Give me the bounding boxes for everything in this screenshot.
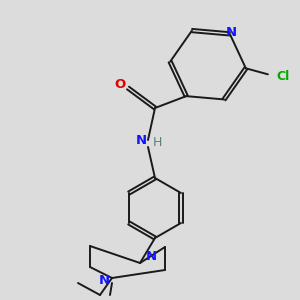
Text: O: O <box>114 79 126 92</box>
Text: N: N <box>226 26 237 39</box>
Text: H: H <box>152 136 162 148</box>
Text: N: N <box>146 250 157 262</box>
Text: Cl: Cl <box>277 70 290 83</box>
Text: N: N <box>135 134 147 148</box>
Text: N: N <box>98 274 110 286</box>
